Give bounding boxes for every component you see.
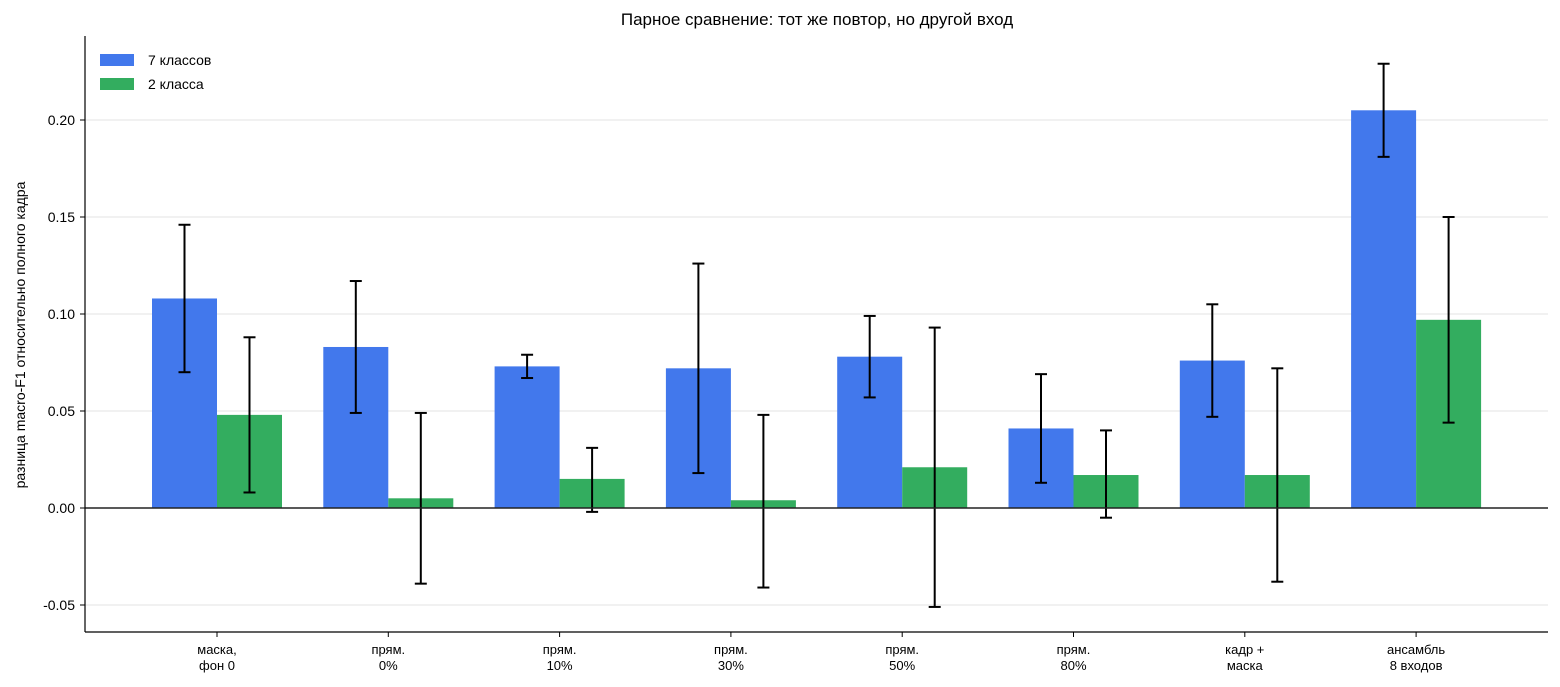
x-tick-label: прям. 30% bbox=[714, 642, 748, 673]
axes bbox=[80, 36, 1548, 637]
x-tick-label: прям. 80% bbox=[1057, 642, 1091, 673]
x-tick-label: ансамбль 8 входов bbox=[1387, 642, 1445, 673]
x-tick-label-line: 30% bbox=[718, 658, 744, 673]
x-tick-label: прям. 50% bbox=[885, 642, 919, 673]
x-tick-label-line: фон 0 bbox=[199, 658, 235, 673]
x-tick-label-line: ансамбль bbox=[1387, 642, 1445, 657]
legend-label-2-classes: 2 класса bbox=[148, 76, 204, 92]
x-tick-label-line: прям. bbox=[371, 642, 405, 657]
error-bars bbox=[178, 62, 1455, 608]
x-tick-label: прям. 10% bbox=[543, 642, 577, 673]
x-tick-label-line: 10% bbox=[547, 658, 573, 673]
legend-swatch-7-classes bbox=[100, 54, 134, 66]
bars bbox=[152, 110, 1482, 509]
x-tick-label-line: маска, bbox=[197, 642, 236, 657]
bar bbox=[494, 366, 560, 508]
x-tick-label-line: кадр + bbox=[1225, 642, 1264, 657]
tick-labels: -0.05 0.00 0.05 0.10 0.15 0.20 маска, фон 0 прям… bbox=[43, 112, 1445, 673]
x-tick-label-line: маска bbox=[1227, 658, 1264, 673]
y-tick-label: -0.05 bbox=[43, 597, 75, 613]
legend-swatch-2-classes bbox=[100, 78, 134, 90]
x-tick-label-line: 80% bbox=[1060, 658, 1086, 673]
x-tick-label: прям. 0% bbox=[371, 642, 405, 673]
x-tick-label-line: прям. bbox=[543, 642, 577, 657]
legend: 7 классов 2 класса bbox=[100, 48, 211, 96]
x-tick-label-line: 8 входов bbox=[1390, 658, 1443, 673]
x-tick-label-line: прям. bbox=[714, 642, 748, 657]
y-tick-label: 0.00 bbox=[48, 500, 75, 516]
chart-title: Парное сравнение: тот же повтор, но друг… bbox=[620, 10, 1014, 29]
legend-item-2-classes: 2 класса bbox=[100, 72, 211, 96]
x-tick-label-line: 50% bbox=[889, 658, 915, 673]
y-tick-label: 0.20 bbox=[48, 112, 75, 128]
y-tick-label: 0.10 bbox=[48, 306, 75, 322]
y-tick-label: 0.05 bbox=[48, 403, 75, 419]
x-tick-label-line: прям. bbox=[885, 642, 919, 657]
x-tick-label-line: прям. bbox=[1057, 642, 1091, 657]
legend-label-7-classes: 7 классов bbox=[148, 52, 212, 68]
x-tick-label: маска, фон 0 bbox=[197, 642, 236, 673]
bar bbox=[1351, 110, 1417, 509]
x-tick-label: кадр + маска bbox=[1225, 642, 1264, 673]
legend-item-7-classes: 7 классов bbox=[100, 48, 211, 72]
y-tick-label: 0.15 bbox=[48, 209, 75, 225]
x-tick-label-line: 0% bbox=[379, 658, 398, 673]
gridlines bbox=[85, 119, 1548, 606]
